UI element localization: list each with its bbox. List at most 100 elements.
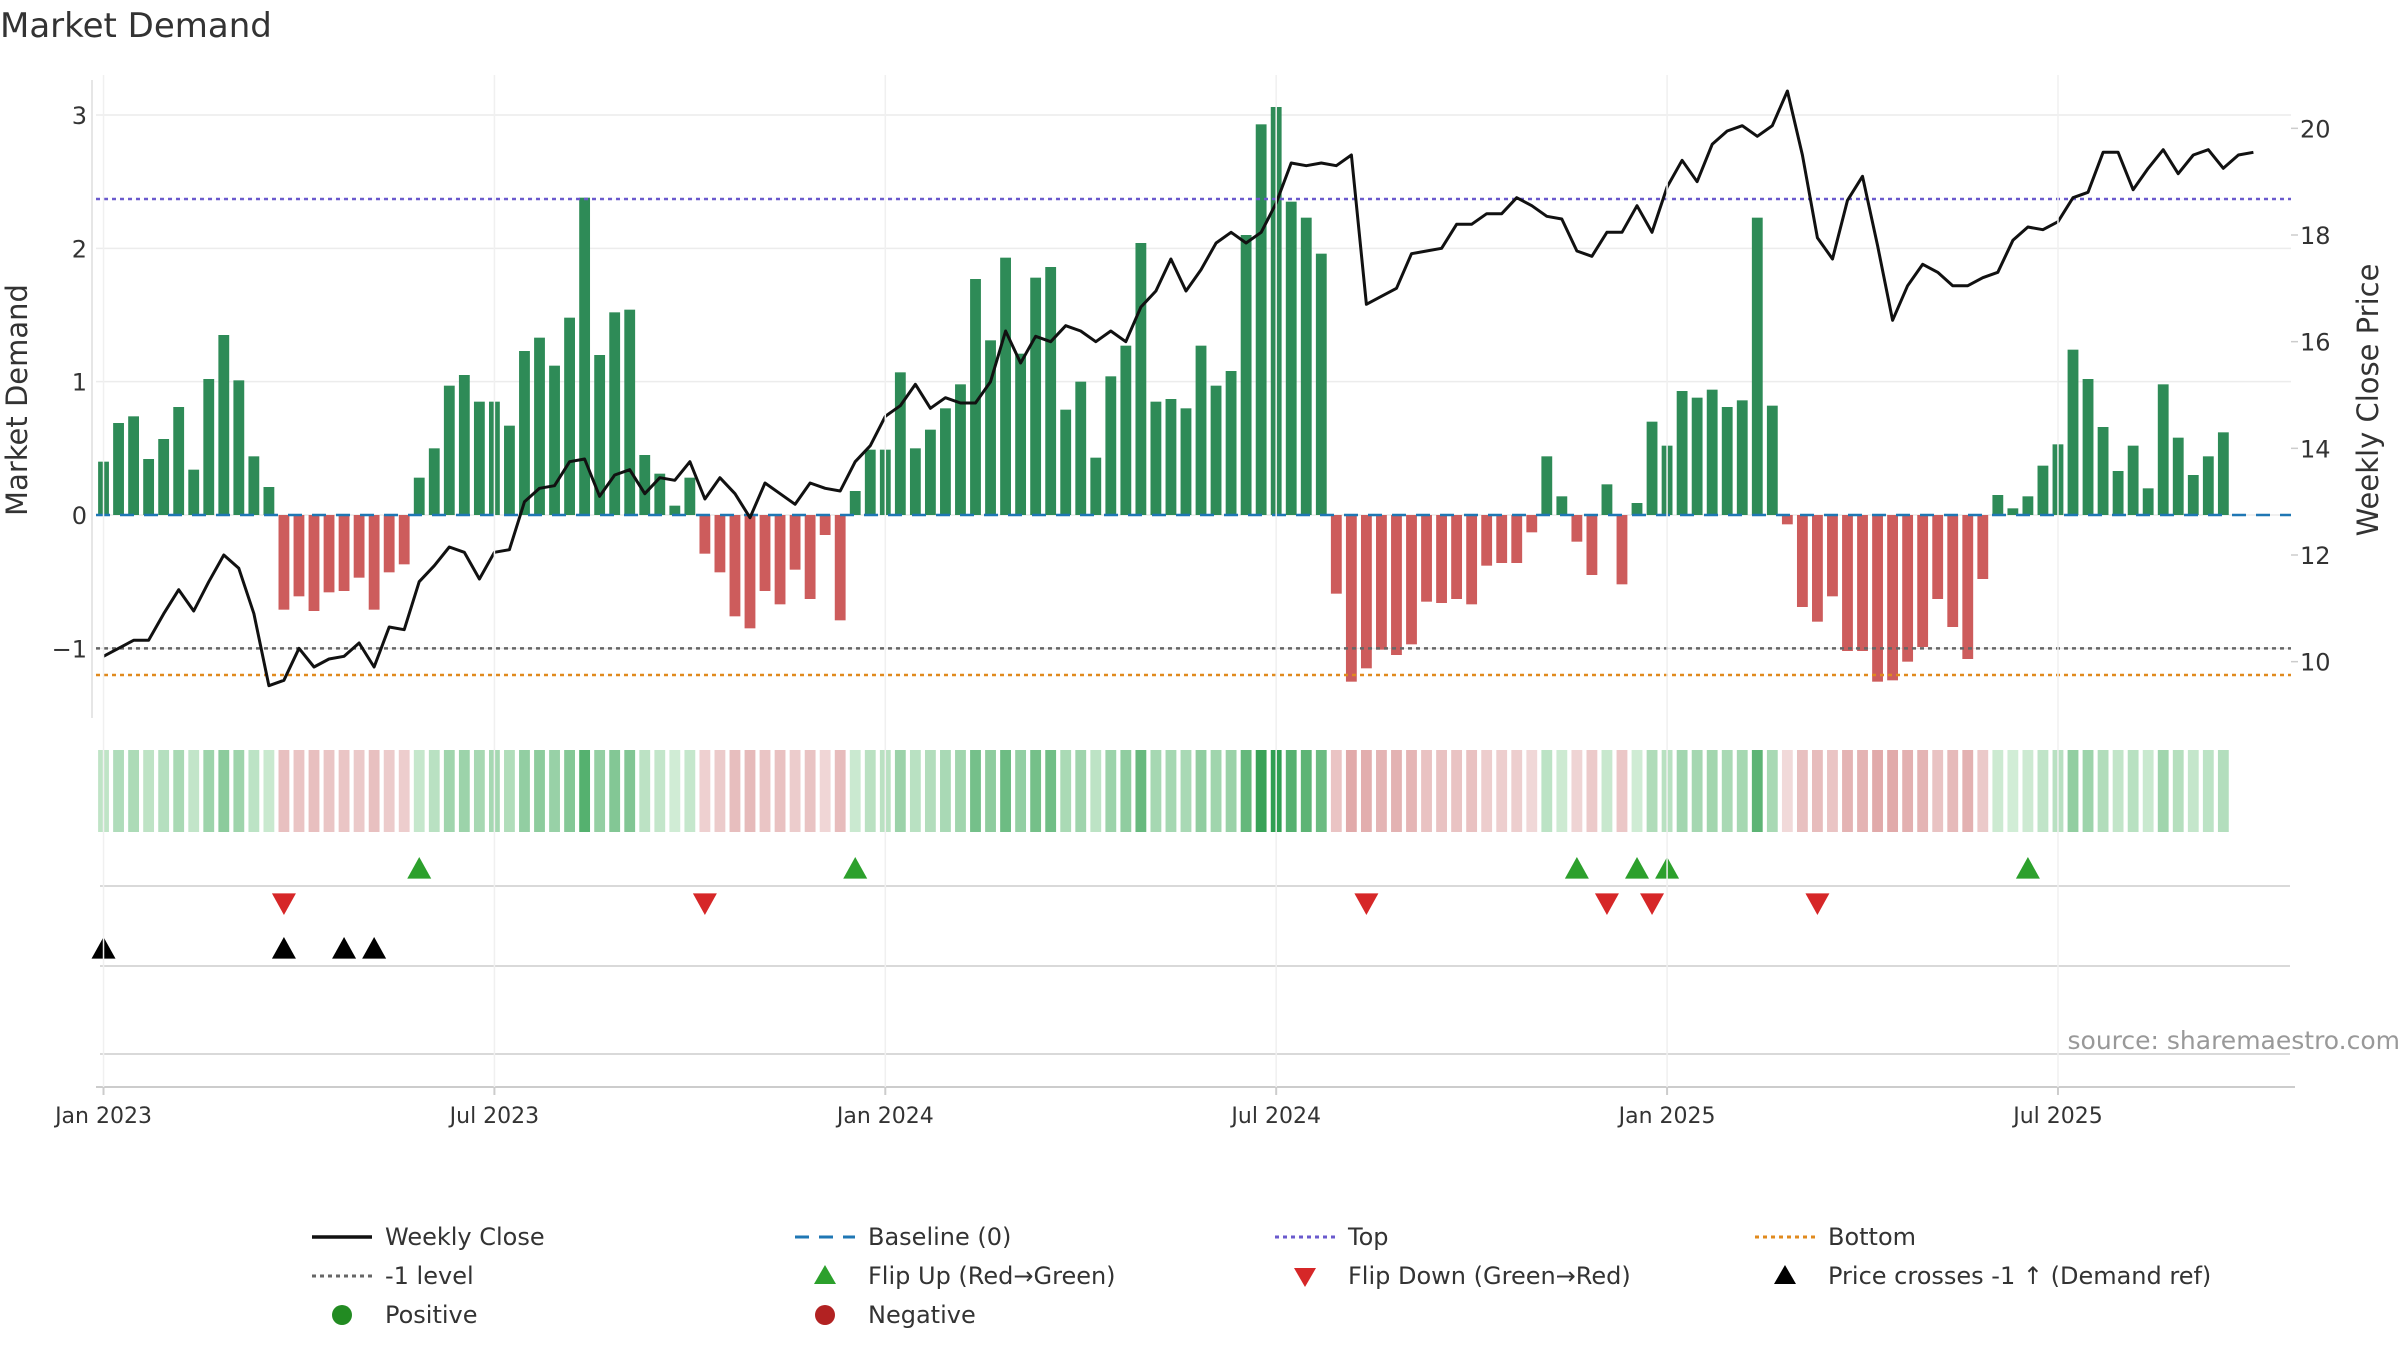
demand-bar — [1240, 235, 1252, 515]
strip-cell — [1406, 750, 1417, 832]
strip-cell — [864, 750, 876, 832]
flip-down-marker — [271, 893, 296, 915]
demand-bar — [1796, 515, 1808, 607]
chart-title: Market Demand — [0, 6, 272, 46]
strip-cell — [2202, 750, 2214, 832]
demand-bar — [1225, 371, 1237, 515]
demand-bar — [1195, 345, 1207, 515]
demand-bar — [594, 355, 606, 515]
y-tick-label: 0 — [72, 502, 87, 530]
demand-bar — [1300, 217, 1312, 515]
strip-cell — [1932, 750, 1944, 832]
demand-bar — [1030, 277, 1042, 515]
strip-cell — [1526, 750, 1538, 832]
demand-bar — [293, 515, 305, 597]
demand-bar — [2112, 471, 2124, 515]
strip-cell — [699, 750, 711, 832]
demand-bar — [864, 449, 876, 515]
demand-bar — [1571, 515, 1583, 542]
flip-up-marker — [843, 857, 868, 879]
demand-bar — [985, 340, 996, 515]
strip-cell — [1225, 750, 1237, 832]
y2-tick-label: 12 — [2300, 542, 2331, 570]
strip-cell — [2217, 750, 2229, 832]
strip-cell — [1601, 750, 1613, 832]
strip-cell — [804, 750, 816, 832]
demand-bar — [1691, 397, 1703, 515]
flip-down-marker — [1594, 893, 1619, 915]
strip-cell — [729, 750, 741, 832]
demand-bar — [1045, 267, 1057, 515]
demand-bar — [970, 279, 981, 515]
strip-cell — [383, 750, 395, 832]
demand-bar — [1947, 515, 1959, 627]
demand-bar — [819, 515, 831, 535]
demand-bar — [955, 384, 966, 515]
strip-cell — [744, 750, 756, 832]
demand-bar — [774, 515, 786, 605]
demand-bar — [504, 425, 515, 515]
demand-bar — [1721, 407, 1733, 515]
strip-cell — [1887, 750, 1899, 832]
strip-cell — [1060, 750, 1072, 832]
demand-bar — [2082, 379, 2094, 515]
demand-bar — [564, 317, 575, 515]
demand-bar — [338, 515, 350, 591]
demand-bar — [1330, 515, 1342, 594]
price-cross-marker — [362, 937, 387, 959]
x-tick-label: Jan 2025 — [1617, 1104, 1716, 1129]
strip-cell — [338, 750, 350, 832]
demand-bar — [2157, 384, 2169, 515]
strip-cell — [594, 750, 606, 832]
demand-bar — [1736, 400, 1748, 515]
demand-bar — [308, 515, 320, 611]
x-tick-label: Jul 2025 — [2011, 1104, 2103, 1129]
demand-bar — [248, 456, 260, 515]
x-tick-label: Jan 2023 — [53, 1104, 152, 1129]
strip-cell — [894, 750, 906, 832]
demand-bar — [1421, 515, 1432, 602]
y2-tick-label: 14 — [2300, 435, 2331, 463]
strip-cell — [1105, 750, 1117, 832]
strip-cell — [1376, 750, 1387, 832]
y-tick-label: −1 — [52, 635, 87, 663]
demand-bar — [1391, 515, 1402, 655]
strip-cell — [1992, 750, 2004, 832]
strip-cell — [985, 750, 996, 832]
demand-bar — [458, 375, 470, 515]
strip-cell — [519, 750, 530, 832]
demand-bar — [413, 477, 425, 515]
demand-bar — [1827, 515, 1838, 597]
demand-bar — [1105, 376, 1117, 515]
demand-bar — [609, 312, 621, 515]
demand-bar — [188, 469, 200, 515]
demand-bar — [2187, 475, 2199, 515]
strip-cell — [609, 750, 621, 832]
y-tick-label: 2 — [72, 235, 87, 263]
strip-cell — [1857, 750, 1868, 832]
strip-cell — [1180, 750, 1192, 832]
demand-bar — [1135, 243, 1147, 515]
strip-cell — [458, 750, 470, 832]
strip-cell — [1436, 750, 1447, 832]
legend-label: Flip Down (Green→Red) — [1348, 1262, 1631, 1290]
demand-bar — [473, 401, 485, 515]
demand-bar — [534, 337, 545, 515]
strip-cell — [955, 750, 966, 832]
strip-cell — [1255, 750, 1267, 832]
strip-cell — [1195, 750, 1207, 832]
strip-cell — [1330, 750, 1342, 832]
strip-cell — [2172, 750, 2184, 832]
demand-bar — [1315, 253, 1327, 515]
demand-bar — [203, 379, 215, 515]
strip-cell — [774, 750, 786, 832]
strip-cell — [624, 750, 636, 832]
strip-cell — [1766, 750, 1778, 832]
strip-cell — [1451, 750, 1463, 832]
demand-bar — [1586, 515, 1598, 575]
strip-cell — [1075, 750, 1087, 832]
strip-cell — [1947, 750, 1959, 832]
demand-bar — [1451, 515, 1463, 599]
strip-cell — [2097, 750, 2109, 832]
legend-flip-down-swatch — [1294, 1268, 1316, 1287]
